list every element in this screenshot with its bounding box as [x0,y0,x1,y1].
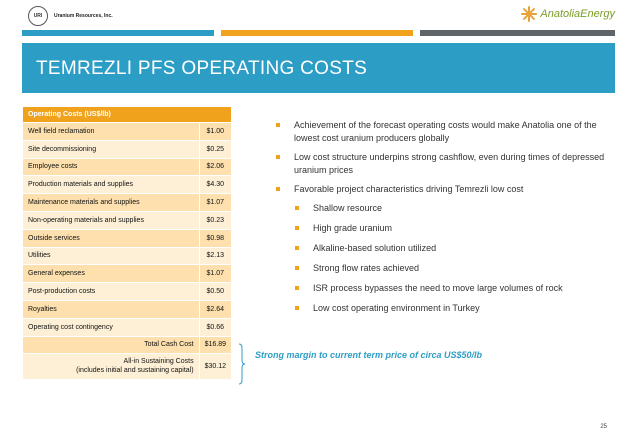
table-row: Utilities $2.13 [22,246,233,266]
color-bar-blue [22,30,214,36]
cost-label: Well field reclamation [22,122,200,141]
page-number: 25 [600,424,607,430]
uri-company-name: Uranium Resources, Inc. [54,13,113,19]
brace-icon [238,343,246,385]
cost-value: $2.64 [198,299,233,319]
cost-value: $0.25 [198,139,233,159]
color-bar-gray [420,30,615,36]
sustaining-value: $30.12 [198,353,233,381]
color-bars [22,30,615,36]
table-row: Employee costs $2.06 [22,157,233,177]
cost-value: $0.66 [198,317,233,337]
page-title: TEMREZLI PFS OPERATING COSTS [36,58,368,79]
cost-label: Maintenance materials and supplies [22,193,200,212]
anatolia-logo: AnatoliaEnergy [521,6,615,22]
table-row: Site decommissioning $0.25 [22,139,233,159]
bullet-item: Low cost structure underpins strong cash… [276,151,606,177]
bullet-item: Favorable project characteristics drivin… [276,183,606,196]
cost-label: Operating cost contingency [22,317,200,337]
sub-bullet-item: Shallow resource [276,202,606,215]
cost-value: $2.06 [198,157,233,177]
uri-logo-mark: URI [28,6,48,26]
sub-bullet-item: Low cost operating environment in Turkey [276,302,606,315]
sub-bullet-item: ISR process bypasses the need to move la… [276,282,606,295]
cost-label: Royalties [22,299,200,319]
total-value: $16.89 [198,335,233,355]
cost-value: $0.50 [198,282,233,301]
cost-label: General expenses [22,264,200,284]
cost-label: Post-production costs [22,282,200,301]
cost-label: Production materials and supplies [22,175,200,195]
cost-value: $0.98 [198,228,233,248]
anatolia-logo-text: AnatoliaEnergy [540,8,615,20]
total-label: Total Cash Cost [22,335,200,355]
cost-value: $4.30 [198,175,233,195]
cost-label: Site decommissioning [22,139,200,159]
sustaining-label: All-in Sustaining Costs (includes initia… [22,353,200,381]
sub-bullet-item: Alkaline-based solution utilized [276,242,606,255]
cost-label: Outside services [22,228,200,248]
color-bar-orange [221,30,413,36]
table-row: Non-operating materials and supplies $0.2… [22,210,233,230]
cost-label: Non-operating materials and supplies [22,210,200,230]
table-row: Operating cost contingency $0.66 [22,317,233,337]
table-row: General expenses $1.07 [22,264,233,284]
title-banner: TEMREZLI PFS OPERATING COSTS [22,43,615,93]
total-row: Total Cash Cost $16.89 [22,335,233,355]
sustaining-label-line1: All-in Sustaining Costs [123,358,194,366]
cost-value: $1.07 [198,193,233,212]
cost-label: Utilities [22,246,200,266]
cost-value: $1.07 [198,264,233,284]
operating-costs-table: Operating Costs (US$/lb) Well field recl… [22,106,233,381]
cost-value: $1.00 [198,122,233,141]
starburst-logo-icon [521,6,538,22]
cost-label: Employee costs [22,157,200,177]
table-row: Post-production costs $0.50 [22,282,233,301]
cost-value: $2.13 [198,246,233,266]
sustaining-label-line2: (includes initial and sustaining capital… [76,366,194,374]
table-row: Well field reclamation $1.00 [22,122,233,141]
table-row: Outside services $0.98 [22,228,233,248]
table-row: Production materials and supplies $4.30 [22,175,233,195]
table-header: Operating Costs (US$/lb) [22,106,232,123]
bullet-list: Achievement of the forecast operating co… [276,119,606,322]
cost-value: $0.23 [198,210,233,230]
bullet-item: Achievement of the forecast operating co… [276,119,606,145]
margin-note: Strong margin to current term price of c… [255,350,483,360]
table-row: Maintenance materials and supplies $1.07 [22,193,233,212]
uri-logo: URI Uranium Resources, Inc. [28,6,113,26]
sub-bullet-item: High grade uranium [276,222,606,235]
sustaining-row: All-in Sustaining Costs (includes initia… [22,353,233,381]
sub-bullet-item: Strong flow rates achieved [276,262,606,275]
table-row: Royalties $2.64 [22,299,233,319]
